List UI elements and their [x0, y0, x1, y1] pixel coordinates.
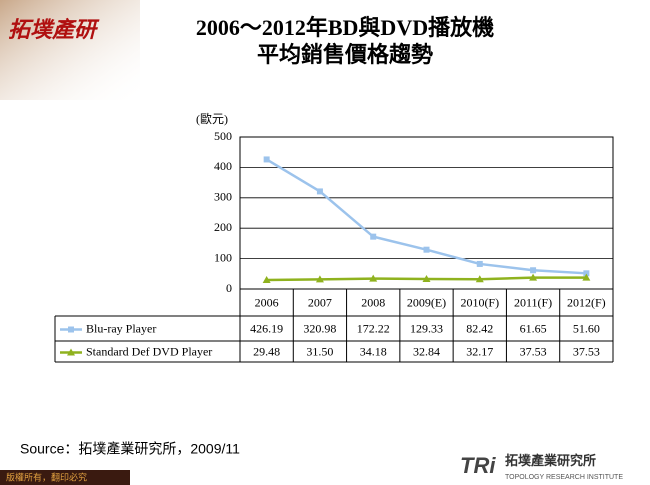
data-point — [263, 156, 270, 163]
logo-name: 拓墣產業研究所 — [505, 453, 596, 468]
data-point — [529, 273, 538, 281]
legend-label: Blu-ray Player — [86, 321, 156, 335]
table-value: 31.50 — [306, 344, 333, 358]
table-value: 32.17 — [466, 344, 493, 358]
data-point — [423, 246, 430, 253]
table-value: 37.53 — [573, 344, 600, 358]
footer: 版權所有，翻印必究 — [6, 471, 87, 482]
x-tick-label: 2011(F) — [514, 295, 552, 309]
x-tick-label: 2012(F) — [567, 295, 606, 309]
data-point — [316, 188, 323, 195]
data-point — [67, 348, 75, 356]
y-tick-label: 400 — [214, 159, 232, 173]
table-value: 82.42 — [466, 321, 493, 335]
logo-mark: 拓墣產研 — [8, 17, 100, 42]
legend-label: Standard Def DVD Player — [86, 344, 212, 358]
data-point — [68, 326, 74, 333]
table-value: 320.98 — [303, 321, 336, 335]
data-point — [582, 273, 591, 281]
logo-brand: TRi — [460, 453, 496, 478]
x-tick-label: 2010(F) — [460, 295, 499, 309]
data-point — [476, 260, 483, 267]
data-point — [475, 275, 484, 283]
x-tick-label: 2007 — [308, 295, 332, 309]
data-point — [422, 275, 431, 283]
table-value: 29.48 — [253, 344, 280, 358]
table-value: 37.53 — [520, 344, 547, 358]
y-tick-label: 500 — [214, 129, 232, 143]
table-value: 172.22 — [357, 321, 390, 335]
chart-title: 平均銷售價格趨勢 — [257, 42, 433, 67]
plot-area — [239, 136, 614, 290]
data-point — [369, 274, 378, 282]
chart-title: 2006～2012年BD與DVD播放機 — [196, 15, 494, 40]
table-value: 129.33 — [410, 321, 443, 335]
x-tick-label: 2009(E) — [407, 295, 446, 309]
series-line — [265, 158, 587, 275]
y-tick-label: 200 — [214, 220, 232, 234]
table-value: 32.84 — [413, 344, 440, 358]
x-tick-label: 2006 — [255, 295, 279, 309]
data-point — [530, 267, 537, 274]
x-tick-label: 2008 — [361, 295, 385, 309]
table-value: 51.60 — [573, 321, 600, 335]
y-tick-label: 100 — [214, 250, 232, 264]
table-value: 34.18 — [360, 344, 387, 358]
y-tick-label: 300 — [214, 190, 232, 204]
data-point — [370, 233, 377, 240]
table-value: 61.65 — [520, 321, 547, 335]
table-value: 426.19 — [250, 321, 283, 335]
source: Source：拓墣產業研究所，2009/11 — [20, 441, 240, 457]
data-point — [583, 270, 590, 277]
y-tick-label: 0 — [226, 281, 232, 295]
logo-backdrop — [0, 0, 140, 100]
logo-english: TOPOLOGY RESEARCH INSTITUTE — [505, 474, 623, 481]
y-axis-label: (歐元) — [196, 111, 228, 126]
data-point — [262, 276, 271, 284]
data-point — [315, 275, 324, 283]
footer-bar — [0, 470, 130, 485]
